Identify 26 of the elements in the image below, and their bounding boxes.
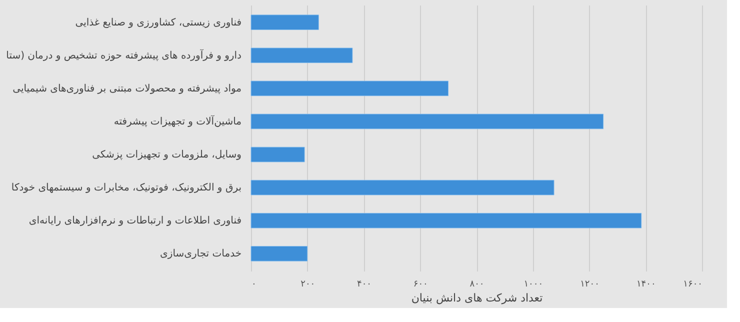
- y-tick-label: فناوری اطلاعات و ارتباطات و نرم‌افزارهای رایانه‌ای: [28, 216, 242, 227]
- x-tick-label: ۱۴۰۰: [636, 280, 656, 290]
- x-tick-label: ۶۰۰: [413, 280, 428, 290]
- y-tick-label: فناوری زیستی، کشاورزی و صنایع غذایی: [75, 17, 242, 28]
- bar: [250, 48, 353, 64]
- x-tick-label: ۲۰۰: [300, 280, 316, 290]
- bar: [250, 212, 642, 228]
- y-tick-label: ماشین‌آلات و تجهیزات پیشرفته: [114, 114, 242, 128]
- y-tick-label: برق و الکترونیک، فوتونیک، مخابرات و سیستمهای خودکا: [11, 182, 242, 194]
- bar: [250, 80, 449, 96]
- x-tick-label: ۱۰۰۰: [524, 280, 544, 290]
- x-tick-label: ۴۰۰: [356, 280, 372, 290]
- x-tick-label: ۱۲۰۰: [580, 280, 600, 290]
- bar: [250, 246, 308, 262]
- y-tick-label: وسایل، ملزومات و تجهیزات پزشکی: [92, 150, 242, 161]
- y-tick-label: خدمات تجاری‌سازی: [160, 248, 242, 260]
- bar: [250, 114, 604, 130]
- y-tick-label: دارو و فرآورده های پیشرفته حوزه تشخیص و درمان (ستا: [6, 48, 242, 62]
- bar: [250, 146, 305, 162]
- bar: [250, 180, 554, 196]
- x-tick-label: ۰: [252, 280, 256, 290]
- x-axis-title: تعداد شرکت های دانش بنیان: [411, 292, 543, 304]
- bar: [250, 14, 319, 30]
- x-tick-label: ۱۶۰۰: [683, 280, 702, 290]
- x-tick-label: ۸۰۰: [470, 280, 484, 290]
- y-tick-label: مواد پیشرفته و محصولات مبتنی بر فناوری‌های شیمیایی: [12, 83, 242, 94]
